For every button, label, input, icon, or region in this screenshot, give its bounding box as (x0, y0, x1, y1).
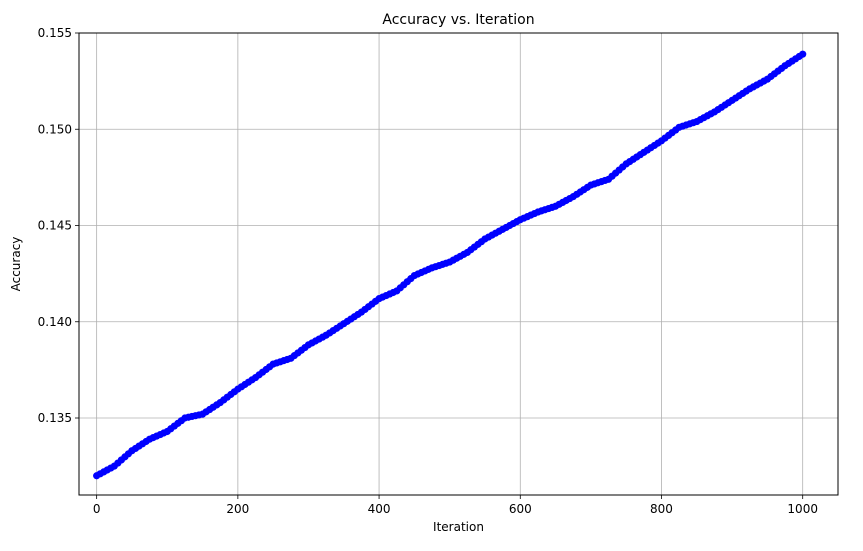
plot-frame (78, 32, 839, 496)
tick-layer: 0 200 400 600 800 1000 0.135 0.140 0.145 0.150 0.1… (38, 26, 818, 516)
x-tick-label: 200 (226, 502, 249, 516)
x-tick-label: 400 (368, 502, 391, 516)
x-axis-label: Iteration (433, 520, 484, 534)
series-layer (93, 50, 807, 480)
y-tick-label: 0.150 (38, 122, 72, 136)
y-tick-label: 0.135 (38, 411, 72, 425)
chart-title: Accuracy vs. Iteration (382, 12, 534, 28)
x-tick-label: 600 (509, 502, 532, 516)
y-axis-label: Accuracy (9, 237, 23, 292)
x-tick-label: 1000 (787, 502, 818, 516)
x-tick-label: 800 (650, 502, 673, 516)
y-tick-label: 0.140 (38, 315, 72, 329)
x-tick-label: 0 (93, 502, 101, 516)
data-point (799, 50, 807, 58)
y-tick-label: 0.155 (38, 26, 72, 40)
y-tick-label: 0.145 (38, 219, 72, 233)
